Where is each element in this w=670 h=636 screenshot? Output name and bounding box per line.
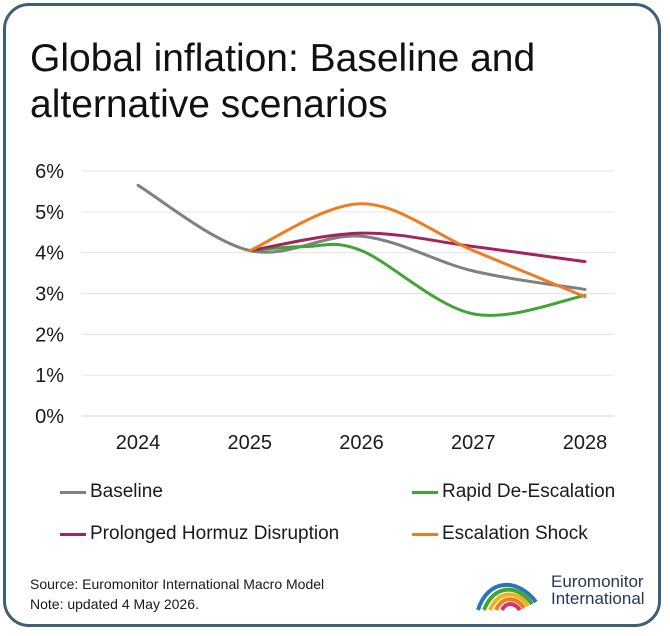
legend-item-escalation-shock: Escalation Shock (412, 523, 588, 545)
x-tick-label: 2027 (451, 432, 496, 454)
series-line-prolonged-hormuz-disruption (248, 231, 587, 264)
x-tick-label: 2028 (563, 432, 608, 454)
legend-swatch-rapid-de-escalation (412, 490, 438, 494)
logo-wordmark: Euromonitor International (551, 573, 645, 607)
euromonitor-rainbow-arch-icon (476, 583, 538, 612)
chart-card (3, 3, 661, 627)
y-tick-label: 2% (35, 324, 64, 346)
logo-line-2: International (551, 589, 645, 608)
series-line-baseline (136, 183, 587, 291)
legend-item-baseline: Baseline (60, 481, 163, 503)
legend-swatch-baseline (60, 490, 86, 494)
y-tick-label: 6% (35, 161, 64, 183)
series-line-escalation-shock (248, 202, 587, 299)
legend-label-rapid-de-escalation: Rapid De-Escalation (442, 481, 616, 502)
legend-label-prolonged-hormuz-disruption: Prolonged Hormuz Disruption (90, 523, 340, 544)
logo-line-1: Euromonitor (551, 572, 644, 591)
series-line-rapid-de-escalation (248, 242, 587, 317)
legend-label-baseline: Baseline (90, 481, 163, 502)
x-tick-label: 2024 (116, 432, 161, 454)
note-line: Note: updated 4 May 2026. (30, 596, 199, 612)
y-tick-label: 3% (35, 284, 64, 306)
y-tick-label: 1% (35, 365, 64, 387)
x-tick-label: 2025 (228, 432, 273, 454)
legend-item-prolonged-hormuz-disruption: Prolonged Hormuz Disruption (60, 523, 339, 545)
chart-title: Global inflation: Baseline and alternati… (30, 37, 536, 126)
source-line: Source: Euromonitor International Macro … (30, 576, 325, 592)
legend-item-rapid-de-escalation: Rapid De-Escalation (412, 481, 615, 503)
legend-swatch-prolonged-hormuz-disruption (60, 532, 86, 536)
legend-label-escalation-shock: Escalation Shock (442, 523, 588, 544)
y-tick-label: 0% (35, 406, 64, 428)
y-tick-label: 5% (35, 202, 64, 224)
legend-swatch-escalation-shock (412, 532, 438, 536)
y-tick-label: 4% (35, 243, 64, 265)
source-note: Source: Euromonitor International Macro … (30, 574, 324, 614)
x-tick-label: 2026 (339, 432, 384, 454)
